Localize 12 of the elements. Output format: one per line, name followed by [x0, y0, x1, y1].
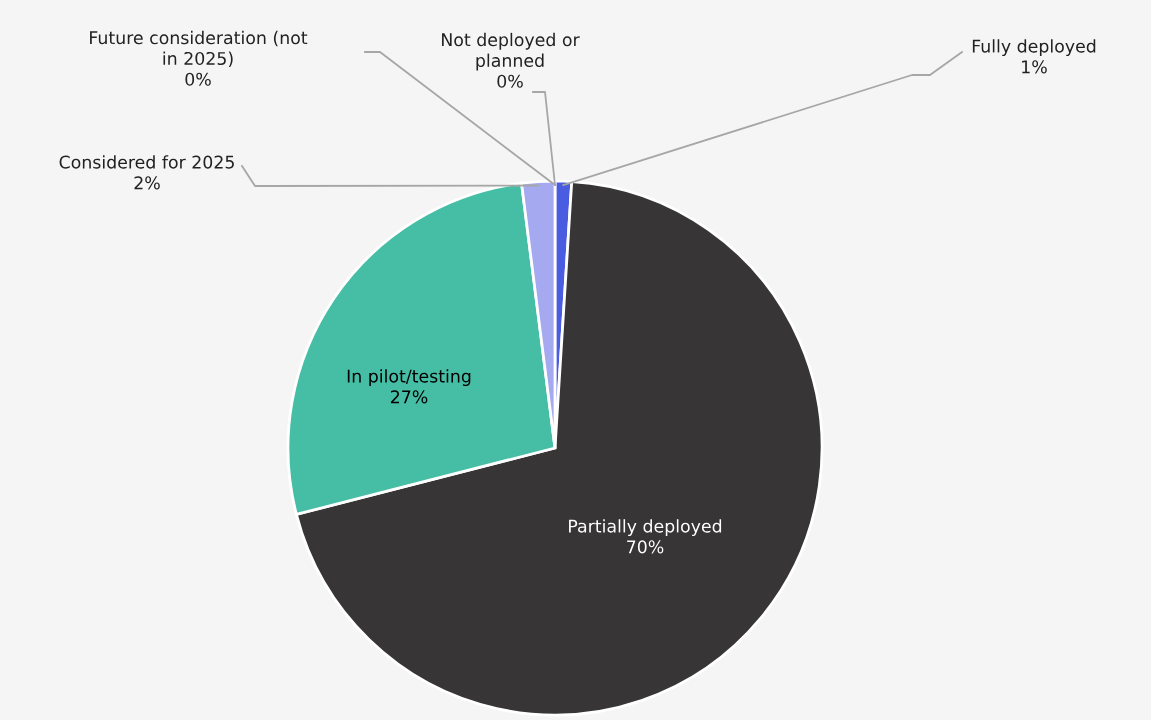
slice-label: Considered for 2025 — [59, 155, 234, 169]
text: 0% — [185, 72, 211, 86]
slice-label: In pilot/testing — [347, 369, 471, 387]
data-label: 2% — [134, 176, 160, 190]
category-label: Future consideration (not in 2025) — [90, 30, 308, 68]
category-label: Not deployed or planned — [442, 32, 580, 71]
data-label: 27% — [390, 390, 428, 404]
slice-label: Fully deployed — [972, 39, 1096, 57]
data-label: 1% — [1022, 60, 1047, 74]
text: 0% — [497, 74, 523, 88]
slice-label: Partially deployed — [569, 519, 722, 537]
data-label: 70% — [627, 540, 664, 554]
